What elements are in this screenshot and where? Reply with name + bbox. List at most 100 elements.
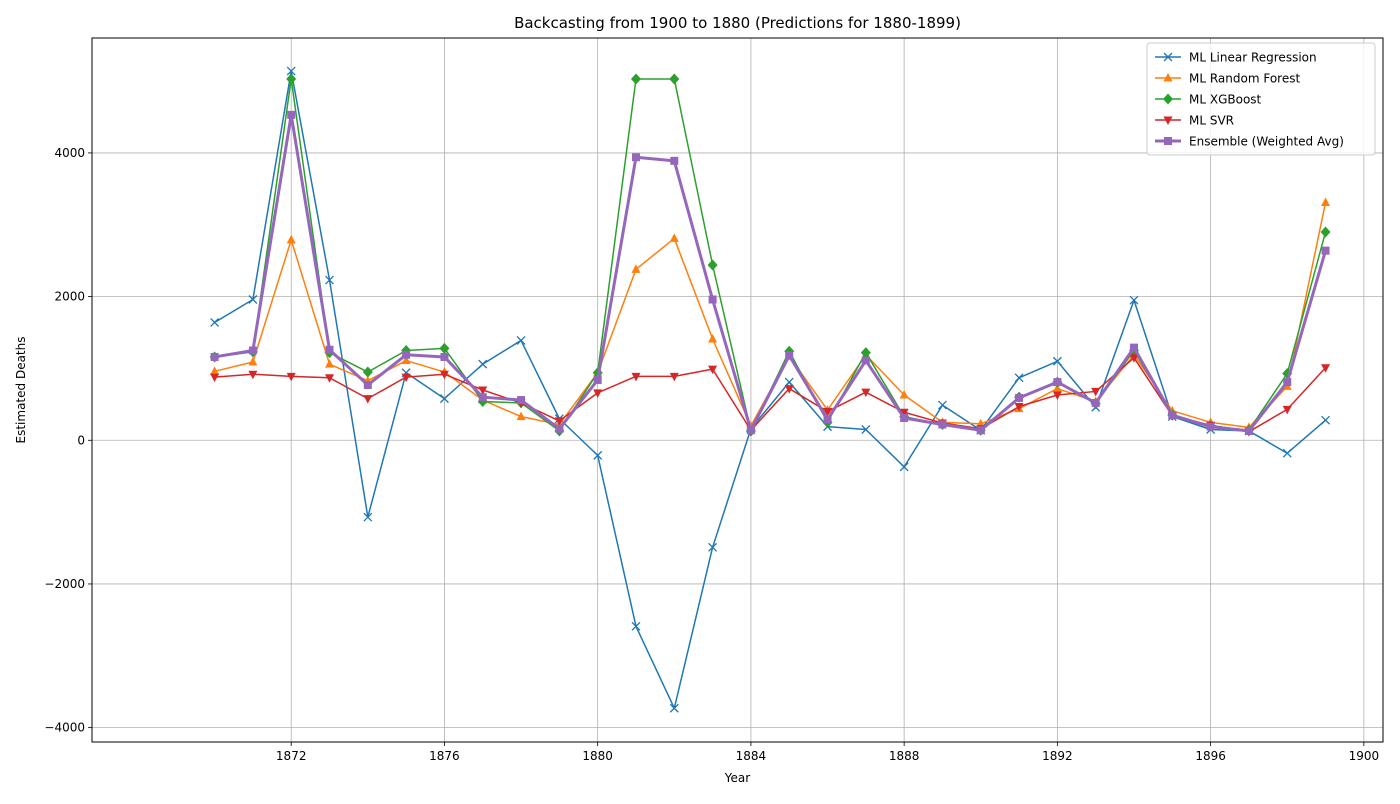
data-point [631,153,640,162]
legend-item: ML Random Forest [1155,72,1300,86]
x-tick-label: 1888 [889,749,920,763]
legend-label: ML Random Forest [1189,72,1300,86]
data-point [861,388,871,398]
data-point [286,73,297,85]
data-point [478,386,488,395]
x-tick-label: 1892 [1042,749,1073,763]
data-point [669,703,679,713]
series-layer [209,66,1331,713]
data-point [861,425,871,434]
legend: ML Linear Regression ML Random Forest ML X… [1146,42,1376,156]
data-point [631,372,641,382]
data-point [860,347,871,359]
data-point [1091,398,1100,407]
axis-ticks: 1872 1876 1880 1884 1888 1892 1896 1900 −4000 −20… [44,146,1379,763]
data-point [439,394,449,404]
x-tick-label: 1872 [276,749,307,763]
data-point [630,73,641,85]
series-line [214,113,1327,433]
data-point [631,621,641,631]
data-point [1129,343,1138,352]
data-point [708,542,718,552]
data-point [669,73,680,85]
legend-box [1146,42,1376,156]
data-point [1320,226,1331,238]
data-point [210,366,220,375]
data-point [401,373,411,383]
y-tick-label: −2000 [44,577,85,591]
y-axis-label: Estimated Deaths [14,337,28,444]
data-point [1014,373,1024,383]
data-point [1282,448,1292,458]
data-point [1283,378,1292,387]
data-point [784,377,794,387]
data-point [516,335,526,345]
data-point [1244,426,1253,435]
data-point [325,359,335,368]
data-point [1015,393,1024,402]
data-point [899,390,909,399]
data-point [325,275,334,285]
data-point [976,426,985,435]
data-point [210,373,220,383]
data-point [248,356,258,366]
data-point [440,352,449,361]
data-point [976,418,986,428]
data-point [1052,383,1062,393]
legend-marker [1163,73,1173,82]
data-point [707,259,718,271]
data-point [325,345,334,354]
data-point [363,395,373,404]
plot-area-frame [91,37,1384,743]
data-point [1282,405,1292,415]
data-point [1053,378,1062,387]
data-point [669,372,679,382]
data-point [1091,387,1101,397]
x-axis-label: Year [724,771,750,785]
chart-title: Backcasting from 1900 to 1880 (Predictio… [514,14,961,32]
data-point [1321,246,1330,255]
series-line [214,70,1327,709]
data-point [287,110,296,119]
legend-marker [1164,137,1172,145]
data-point [784,385,794,394]
data-point [363,380,372,389]
data-point [1206,422,1215,431]
legend-label: ML XGBoost [1189,93,1262,107]
x-tick-label: 1884 [736,749,767,763]
legend-label: ML SVR [1189,114,1234,128]
data-point [1321,197,1331,207]
x-tick-label: 1880 [582,749,613,763]
data-point [823,408,833,417]
data-point [708,365,718,375]
x-tick-label: 1900 [1349,749,1380,763]
data-point [439,370,449,380]
data-point [517,396,526,405]
data-point [478,393,487,402]
legend-item: ML XGBoost [1155,93,1262,107]
x-tick-label: 1876 [429,749,460,763]
legend-marker [1163,116,1173,125]
data-point [746,426,755,435]
legend-item: ML SVR [1155,114,1234,128]
data-point [900,414,909,423]
data-point [1052,356,1062,366]
data-point [1168,411,1177,420]
data-point [363,512,373,522]
data-point [555,424,564,433]
data-point [1129,295,1139,305]
data-point [401,355,411,365]
data-point [861,356,870,365]
data-point [669,233,679,242]
data-point [593,450,603,460]
legend-marker [1163,93,1173,105]
x-tick-label: 1896 [1195,749,1226,763]
data-point [1129,354,1139,363]
data-point [478,359,488,369]
legend-item: ML Linear Regression [1155,51,1317,65]
data-point [362,366,373,378]
data-point [899,408,909,418]
data-point [516,411,526,421]
y-tick-label: 2000 [54,290,85,304]
